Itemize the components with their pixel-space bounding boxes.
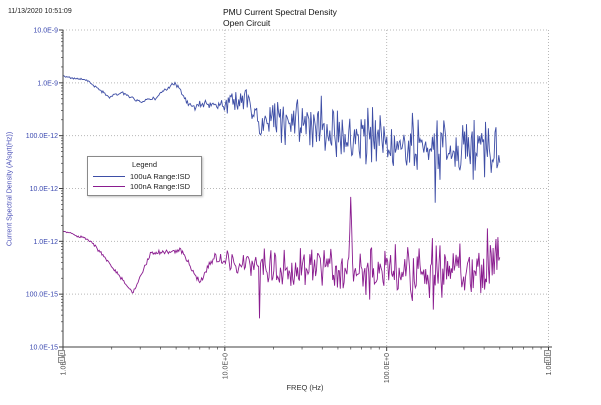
report-timestamp: 11/13/2020 10:51:09 bbox=[8, 8, 72, 15]
x-axis-cursor-handle-right[interactable] bbox=[544, 350, 553, 365]
y-tick-label: 100.0E-12 bbox=[26, 133, 58, 140]
x-tick-label: 1.0E+0 bbox=[61, 353, 68, 375]
y-tick-label: 1.0E-12 bbox=[33, 239, 58, 246]
y-tick-label: 10.0E-9 bbox=[33, 28, 58, 35]
legend-title: Legend bbox=[131, 160, 158, 169]
x-tick-label: 1.0E+3 bbox=[546, 353, 553, 375]
x-tick-label: 100.0E+0 bbox=[384, 353, 391, 383]
legend-entry-100nA: 100nA Range:ISD bbox=[88, 181, 201, 191]
legend-entry-100uA: 100uA Range:ISD bbox=[88, 171, 201, 181]
y-tick-label: 10.0E-15 bbox=[30, 344, 59, 351]
legend-label-100nA: 100nA Range:ISD bbox=[130, 181, 191, 191]
x-axis-title: FREQ (Hz) bbox=[286, 383, 324, 392]
trace-100uA-range-isd bbox=[62, 75, 501, 203]
x-tick-label: 10.0E+0 bbox=[222, 353, 229, 379]
cursor-handle-box-icon bbox=[58, 357, 65, 363]
chart-title-block: PMU Current Spectral Density Open Circui… bbox=[223, 7, 337, 28]
chart-subtitle: Open Circuit bbox=[223, 17, 271, 28]
y-tick-label: 10.0E-12 bbox=[30, 186, 59, 193]
y-tick-label: 100.0E-15 bbox=[26, 292, 58, 299]
cursor-handle-box-icon bbox=[544, 350, 551, 356]
legend-line-sample-100nA bbox=[93, 185, 125, 187]
chart-title: PMU Current Spectral Density bbox=[223, 7, 337, 17]
legend-label-100uA: 100uA Range:ISD bbox=[130, 171, 191, 181]
x-axis-cursor-handle-left[interactable] bbox=[58, 350, 67, 365]
cursor-handle-box-icon bbox=[58, 350, 65, 356]
legend: Legend 100uA Range:ISD 100nA Range:ISD bbox=[87, 156, 202, 196]
legend-line-sample-100uA bbox=[93, 175, 125, 177]
y-axis-title: Current Spectral Density (A/sqrt(Hz)) bbox=[6, 131, 14, 247]
y-tick-label: 1.0E-9 bbox=[37, 80, 58, 87]
trace-100nA-range-isd bbox=[62, 196, 501, 319]
cursor-handle-box-icon bbox=[544, 357, 551, 363]
